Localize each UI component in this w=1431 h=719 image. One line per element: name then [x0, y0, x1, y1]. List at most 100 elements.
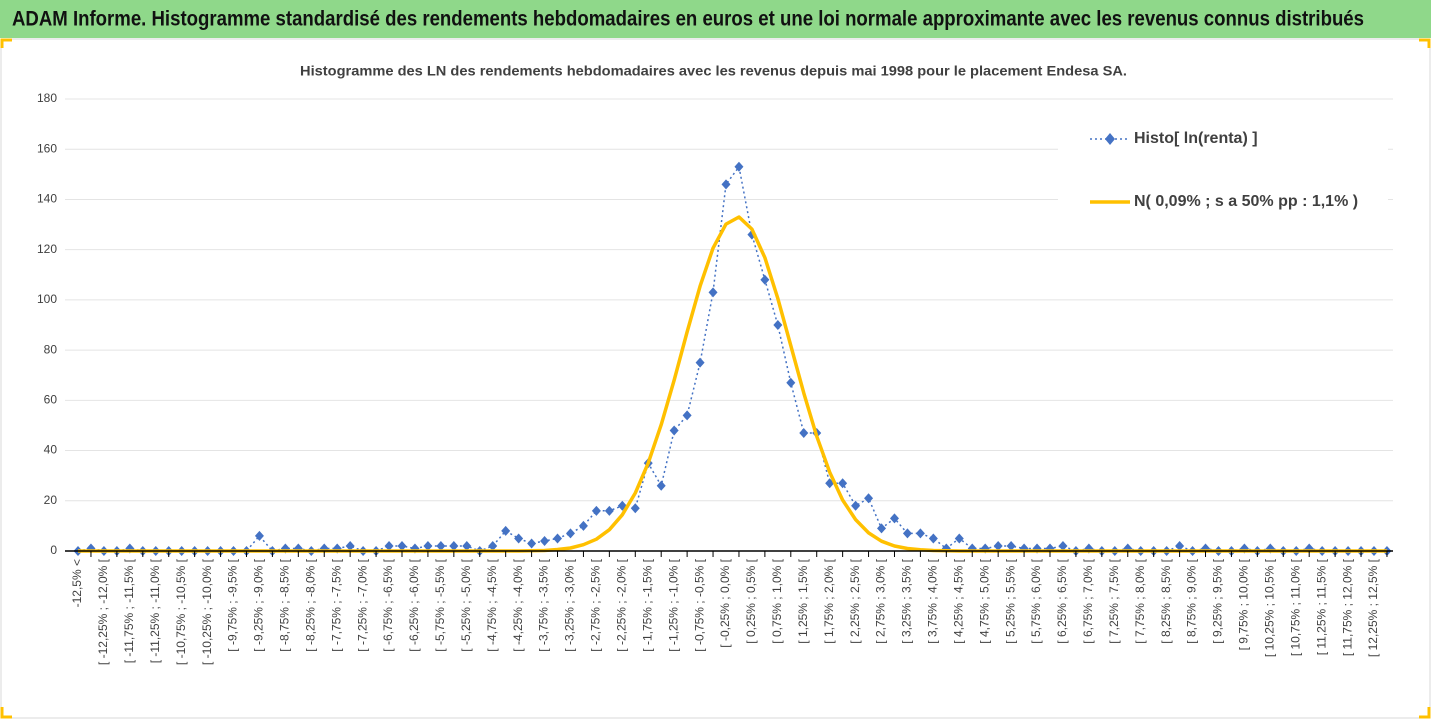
data-point	[877, 523, 887, 534]
x-tick-label: [ -6,75% ; -6,5% [	[381, 558, 395, 651]
y-tick-label: 120	[37, 242, 57, 256]
x-tick-label: [ 5,25% ; 5,5% [	[1003, 558, 1017, 643]
x-tick-label: [ 7,75% ; 8,0% [	[1133, 558, 1147, 643]
y-tick-label: 160	[37, 141, 57, 155]
x-tick-label: [ -11,25% ; -11,0% [	[148, 558, 162, 663]
legend: Histo[ ln(renta) ] N( 0,09% ; s a 50% pp …	[1058, 100, 1388, 235]
x-tick-label: [ 9,75% ; 10,0% [	[1237, 558, 1251, 650]
x-tick-label: [ 2,25% ; 2,5% [	[848, 558, 862, 643]
data-point	[902, 528, 912, 539]
data-point	[786, 377, 796, 388]
data-point	[734, 161, 744, 172]
data-point	[695, 357, 705, 368]
data-point	[1006, 540, 1016, 551]
corner-marks	[0, 38, 1431, 719]
data-point	[851, 500, 861, 511]
x-tick-label: [ -7,75% ; -7,5% [	[329, 558, 343, 651]
data-point	[527, 538, 537, 549]
data-point	[760, 274, 770, 285]
data-point	[565, 528, 575, 539]
x-tick-label: [ -8,75% ; -8,5% [	[278, 558, 292, 651]
x-tick-label: [ 8,75% ; 9,0% [	[1185, 558, 1199, 643]
x-tick-label: [ -5,75% ; -5,5% [	[433, 558, 447, 651]
x-tick-label: [ 3,25% ; 3,5% [	[900, 558, 914, 643]
x-tick-label: [ -10,75% ; -10,5% [	[174, 558, 188, 665]
y-tick-label: 40	[44, 443, 58, 457]
x-tick-label: [ -0,25% ; 0,0% [	[718, 558, 732, 647]
x-tick-label: [ -4,75% ; -4,5% [	[485, 558, 499, 651]
x-tick-label: [ 10,75% ; 11,0% [	[1288, 558, 1302, 656]
x-tick-label: [ -9,25% ; -9,0% [	[252, 558, 266, 651]
title-bar	[0, 0, 1431, 38]
data-point	[254, 530, 264, 541]
data-point	[656, 480, 666, 491]
data-point	[838, 478, 848, 489]
y-tick-label: 100	[37, 292, 57, 306]
legend-box	[1058, 100, 1388, 235]
data-point	[514, 533, 524, 544]
x-tick-label: [ 1,75% ; 2,0% [	[822, 558, 836, 643]
x-tick-label: [ 6,75% ; 7,0% [	[1081, 558, 1095, 643]
data-point	[721, 179, 731, 190]
data-point	[864, 493, 874, 504]
y-tick-label: 20	[44, 493, 58, 507]
x-tick-label: [ 10,25% ; 10,5% [	[1262, 558, 1276, 657]
data-point	[501, 525, 511, 536]
x-tick-label: [ 0,75% ; 1,0% [	[770, 558, 784, 643]
data-point	[708, 287, 718, 298]
data-point	[682, 410, 692, 421]
x-tick-label: [ 0,25% ; 0,5% [	[744, 558, 758, 643]
data-point	[799, 427, 809, 438]
data-point	[1175, 540, 1185, 551]
data-point	[773, 320, 783, 330]
data-point	[889, 513, 899, 524]
data-point	[1058, 540, 1068, 551]
x-tick-label: [ -7,25% ; -7,0% [	[355, 558, 369, 651]
data-point	[915, 528, 925, 539]
x-tick-label: [ -10,25% ; -10,0% [	[200, 558, 214, 665]
x-tick-label: [ -2,25% ; -2,0% [	[614, 558, 628, 651]
x-tick-label: [ 1,25% ; 1,5% [	[796, 558, 810, 643]
chart-title: ADAM Informe. Histogramme standardisé de…	[12, 8, 1364, 31]
legend-label: Histo[ ln(renta) ]	[1134, 130, 1258, 147]
y-tick-label: 80	[44, 342, 58, 356]
x-tick-label: [ -3,75% ; -3,5% [	[537, 558, 551, 651]
data-point	[604, 505, 614, 516]
data-point	[993, 540, 1003, 551]
x-tick-label: [ -6,25% ; -6,0% [	[407, 558, 421, 651]
x-tick-label: [ -5,25% ; -5,0% [	[459, 558, 473, 651]
x-tick-label: [ -11,75% ; -11,5% [	[122, 558, 136, 663]
y-tick-label: 0	[50, 543, 57, 557]
x-tick-label: [ -1,75% ; -1,5% [	[640, 558, 654, 651]
x-tick-label: [ -9,75% ; -9,5% [	[226, 558, 240, 651]
x-tick-label: [ 4,25% ; 4,5% [	[951, 558, 965, 643]
data-point	[345, 540, 355, 551]
x-tick-label: [ 12,25% ; 12,5% [	[1366, 558, 1380, 657]
x-tick-label: [ -3,25% ; -3,0% [	[563, 558, 577, 651]
x-tick-label: [ 3,75% ; 4,0% [	[926, 558, 940, 643]
data-point	[630, 503, 640, 514]
y-tick-label: 180	[37, 91, 57, 105]
data-point	[669, 425, 679, 436]
x-tick-label: [ 7,25% ; 7,5% [	[1107, 558, 1121, 643]
x-tick-label: [ -2,75% ; -2,5% [	[589, 558, 603, 651]
x-tick-label: [ 6,25% ; 6,5% [	[1055, 558, 1069, 643]
data-point	[384, 540, 394, 551]
x-tick-label: [ 2,75% ; 3,0% [	[874, 558, 888, 643]
y-tick-label: 60	[44, 393, 58, 407]
legend-marker	[1105, 133, 1115, 145]
data-point	[591, 505, 601, 516]
x-tick-label: [ 8,25% ; 8,5% [	[1159, 558, 1173, 643]
data-point	[578, 520, 588, 531]
data-point	[954, 533, 964, 544]
legend-label: N( 0,09% ; s a 50% pp : 1,1% )	[1134, 193, 1358, 210]
x-tick-label: [ 9,25% ; 9,5% [	[1211, 558, 1225, 643]
data-point	[488, 540, 498, 551]
data-point	[553, 533, 563, 544]
x-tick-label: [ -4,25% ; -4,0% [	[511, 558, 525, 651]
x-tick-label: -12,5% <	[70, 559, 84, 607]
data-point	[423, 540, 433, 551]
data-point	[540, 535, 550, 546]
x-tick-label: [ -12,25% ; -12,0% [	[96, 558, 110, 665]
